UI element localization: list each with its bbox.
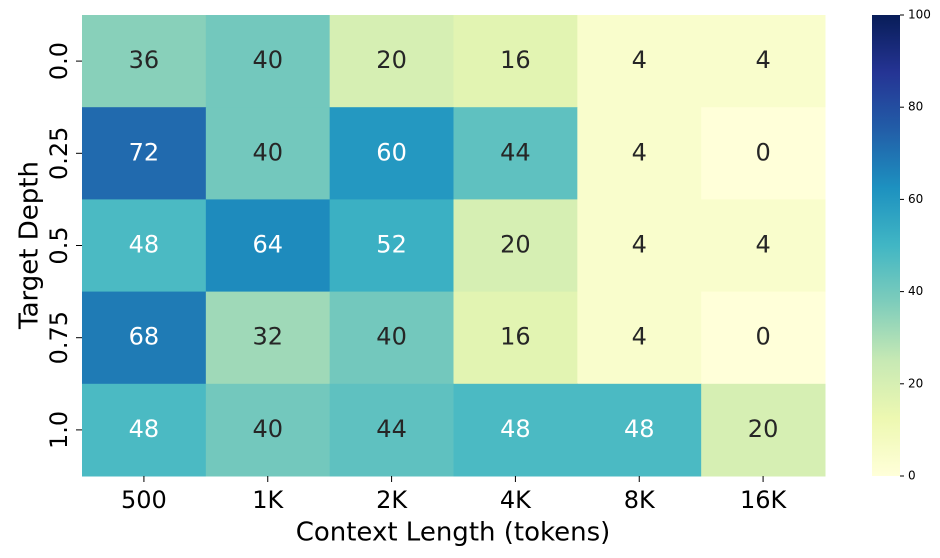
cell-label: 4 <box>632 323 647 351</box>
cell-label: 48 <box>500 415 531 443</box>
cell-label: 48 <box>624 415 655 443</box>
cell-label: 40 <box>252 46 283 74</box>
heat-cell <box>205 15 331 108</box>
heat-cell <box>701 291 826 385</box>
x-tick-label: 8K <box>624 486 656 514</box>
cell-label: 16 <box>500 323 531 351</box>
heat-cell <box>82 107 207 200</box>
cell-label: 40 <box>376 323 407 351</box>
heat-cell <box>205 383 331 477</box>
y-tick-label: 0.5 <box>45 226 73 264</box>
cell-label: 72 <box>129 138 160 166</box>
x-axis-label: Context Length (tokens) <box>296 518 611 548</box>
heat-cell <box>82 291 207 385</box>
y-tick-label: 0.75 <box>45 311 73 364</box>
x-tick-label: 1K <box>252 486 284 514</box>
colorbar-tick-label: 0 <box>908 469 916 483</box>
cell-label: 20 <box>376 46 407 74</box>
cell-label: 64 <box>252 231 283 259</box>
cell-label: 40 <box>252 415 283 443</box>
cell-label: 4 <box>632 231 647 259</box>
x-tick-label: 500 <box>121 486 167 514</box>
y-tick-label: 0.0 <box>45 42 73 80</box>
cell-label: 0 <box>755 138 770 166</box>
cell-label: 32 <box>252 323 283 351</box>
cell-label: 48 <box>129 231 160 259</box>
cell-label: 4 <box>755 46 770 74</box>
heat-cell <box>577 15 702 108</box>
heat-cell <box>82 199 207 293</box>
cell-label: 4 <box>755 231 770 259</box>
cell-label: 60 <box>376 138 407 166</box>
heat-cell <box>329 383 454 477</box>
y-axis-label: Target Depth <box>15 161 45 330</box>
heat-cell <box>577 291 702 385</box>
heat-cell <box>329 107 454 200</box>
heat-cell <box>577 383 702 477</box>
y-tick-label: 0.25 <box>45 127 73 180</box>
heat-cell <box>453 199 578 293</box>
cell-label: 20 <box>748 415 779 443</box>
heat-cell <box>205 291 331 385</box>
colorbar-tick-label: 100 <box>908 8 931 22</box>
heat-cell <box>82 15 207 108</box>
colorbar-tick-label: 80 <box>908 100 923 114</box>
heat-cell <box>577 199 702 293</box>
heat-cell <box>453 107 578 200</box>
colorbar <box>872 15 900 476</box>
cell-label: 4 <box>632 46 647 74</box>
heat-cell <box>701 15 826 108</box>
colorbar-tick-label: 60 <box>908 192 923 206</box>
heat-cell <box>453 383 578 477</box>
heat-cell <box>453 15 578 108</box>
heat-cell <box>82 383 207 477</box>
heat-cell <box>329 291 454 385</box>
heat-cell <box>205 107 331 200</box>
x-tick-label: 16K <box>740 486 788 514</box>
cell-label: 68 <box>129 323 160 351</box>
colorbar-tick-label: 40 <box>908 284 923 298</box>
colorbar-tick-label: 20 <box>908 376 923 390</box>
cell-label: 20 <box>500 231 531 259</box>
heat-cell <box>701 383 826 477</box>
cell-label: 36 <box>129 46 160 74</box>
y-tick-label: 1.0 <box>45 411 73 449</box>
heat-cell <box>701 199 826 293</box>
cell-label: 52 <box>376 231 407 259</box>
cell-label: 44 <box>500 138 531 166</box>
cell-label: 0 <box>755 323 770 351</box>
cell-label: 4 <box>632 138 647 166</box>
heat-cell <box>453 291 578 385</box>
cell-label: 16 <box>500 46 531 74</box>
heat-cell <box>329 199 454 293</box>
x-tick-label: 4K <box>500 486 532 514</box>
heat-cell <box>329 15 454 108</box>
cell-label: 48 <box>129 415 160 443</box>
cell-label: 44 <box>376 415 407 443</box>
heat-cell <box>205 199 331 293</box>
cell-label: 40 <box>252 138 283 166</box>
x-tick-label: 2K <box>376 486 408 514</box>
heat-cell <box>577 107 702 200</box>
heat-cell <box>701 107 826 200</box>
